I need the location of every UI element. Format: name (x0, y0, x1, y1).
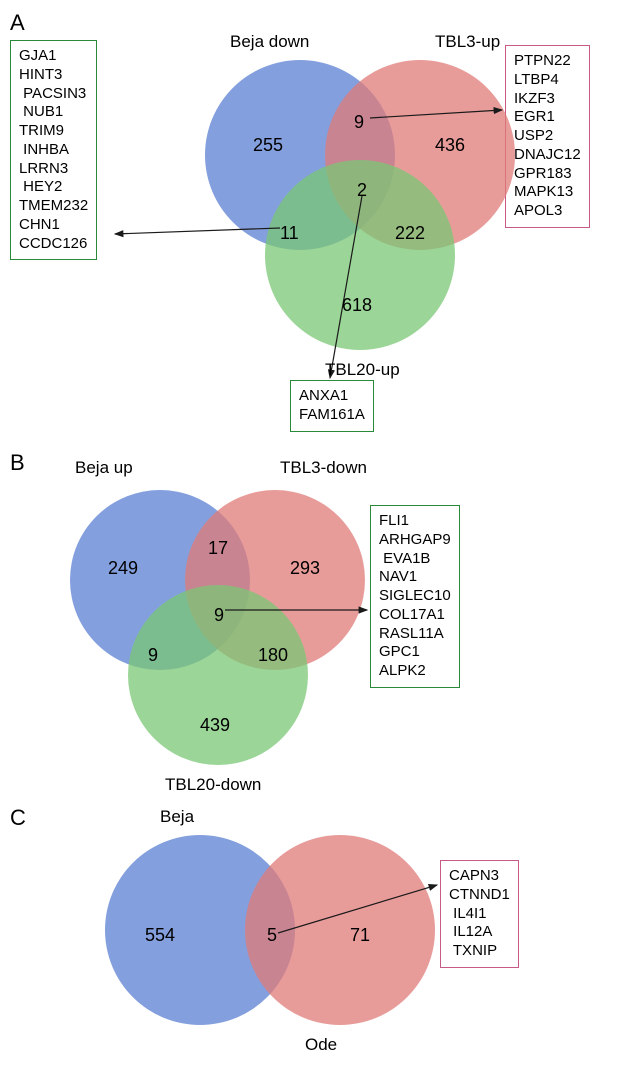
set-label-b-3: TBL20-down (165, 775, 261, 795)
region-b-only3: 439 (200, 715, 230, 736)
region-a-only2: 436 (435, 135, 465, 156)
region-a-int13: 11 (280, 223, 299, 244)
panel-b-label: B (10, 450, 25, 476)
region-a-only1: 255 (253, 135, 283, 156)
region-b-int12: 17 (208, 538, 228, 559)
gene-box-a-bottom: ANXA1 FAM161A (290, 380, 374, 432)
set-label-a-3: TBL20-up (325, 360, 400, 380)
venn-c (10, 805, 641, 1050)
set-label-c-1: Beja (160, 807, 194, 827)
panel-a: A GJA1 HINT3 PACSIN3 NUB1 TRIM9 INHBA LR… (10, 10, 631, 430)
panel-c-label: C (10, 805, 26, 831)
region-a-int23: 222 (395, 223, 425, 244)
gene-box-c-right: CAPN3 CTNND1 IL4I1 IL12A TXNIP (440, 860, 519, 968)
region-b-only1: 249 (108, 558, 138, 579)
venn-b (10, 450, 641, 785)
region-c-only1: 554 (145, 925, 175, 946)
region-b-int13: 9 (148, 645, 158, 666)
region-c-only2: 71 (350, 925, 370, 946)
set-label-b-2: TBL3-down (280, 458, 367, 478)
panel-c: C CAPN3 CTNND1 IL4I1 IL12A TXNIP Beja Od… (10, 805, 631, 1050)
gene-box-b-right: FLI1 ARHGAP9 EVA1B NAV1 SIGLEC10 COL17A1… (370, 505, 460, 688)
gene-box-a-left: GJA1 HINT3 PACSIN3 NUB1 TRIM9 INHBA LRRN… (10, 40, 97, 260)
region-b-int123: 9 (214, 605, 224, 626)
region-b-only2: 293 (290, 558, 320, 579)
set-label-a-2: TBL3-up (435, 32, 500, 52)
panel-a-label: A (10, 10, 25, 36)
set-label-c-2: Ode (305, 1035, 337, 1055)
region-a-only3: 618 (342, 295, 372, 316)
panel-b: B FLI1 ARHGAP9 EVA1B NAV1 SIGLEC10 COL17… (10, 450, 631, 785)
region-a-int123: 2 (357, 180, 367, 201)
region-b-int23: 180 (258, 645, 288, 666)
gene-box-a-right: PTPN22 LTBP4 IKZF3 EGR1 USP2 DNAJC12 GPR… (505, 45, 590, 228)
set-label-a-1: Beja down (230, 32, 309, 52)
set-label-b-1: Beja up (75, 458, 133, 478)
region-a-int12: 9 (354, 112, 364, 133)
region-c-int12: 5 (267, 925, 277, 946)
